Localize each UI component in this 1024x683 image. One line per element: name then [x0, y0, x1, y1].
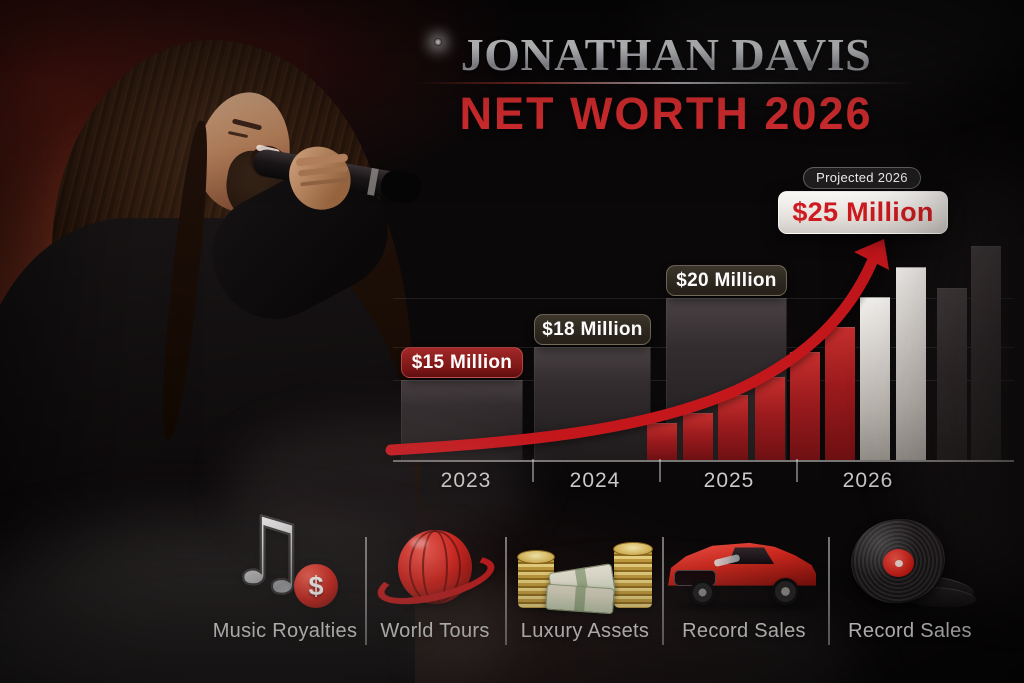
- globe-ring-icon: [358, 524, 512, 614]
- header: JONATHAN DAVIS NET WORTH 2026: [408, 30, 924, 138]
- projected-value-box: $25 Million: [778, 191, 948, 234]
- footer-item-record-sales-car: Record Sales: [666, 524, 822, 654]
- vinyl-center-dot: [895, 560, 903, 567]
- footer-label: Music Royalties: [212, 620, 358, 642]
- footer-item-music-royalties: ♫ $ Music Royalties: [200, 497, 370, 654]
- singer-torso: [0, 218, 415, 683]
- footer-label: Record Sales: [682, 620, 806, 642]
- dollar-ball-icon: $: [294, 564, 338, 608]
- globe-highlight: [410, 538, 428, 548]
- footer-divider: [828, 537, 830, 645]
- footer-item-record-sales-vinyl: Record Sales: [834, 510, 986, 654]
- singer-photo: [0, 0, 440, 683]
- music-notes-dollar-icon: ♫ $: [200, 497, 370, 612]
- car-shadow: [672, 602, 812, 611]
- footer-divider: [505, 537, 507, 645]
- footer-divider: [365, 537, 367, 645]
- vinyl-record-icon: [834, 510, 986, 612]
- footer-item-world-tours: World Tours: [358, 524, 512, 654]
- globe-segment: [409, 530, 461, 604]
- page-title: JONATHAN DAVIS: [408, 30, 924, 80]
- car-wheel: [772, 578, 799, 605]
- page-subtitle: NET WORTH 2026: [459, 88, 873, 139]
- cash-bundle: [545, 583, 615, 615]
- projected-badge: Projected 2026: [803, 167, 921, 189]
- cash-coins-icon: [510, 524, 660, 615]
- dollar-sign: $: [308, 571, 324, 601]
- car-wheel: [690, 580, 715, 605]
- sparkle-glint: [434, 38, 442, 46]
- footer-item-luxury-assets: Luxury Assets: [510, 524, 660, 654]
- sports-car-icon: [666, 524, 822, 612]
- title-divider: [416, 82, 916, 84]
- coin-stack: [613, 542, 653, 608]
- footer-divider: [662, 537, 664, 645]
- footer-label: World Tours: [380, 620, 490, 642]
- globe-sphere: [398, 530, 472, 604]
- footer-label: Record Sales: [848, 620, 972, 642]
- footer-label: Luxury Assets: [520, 620, 650, 642]
